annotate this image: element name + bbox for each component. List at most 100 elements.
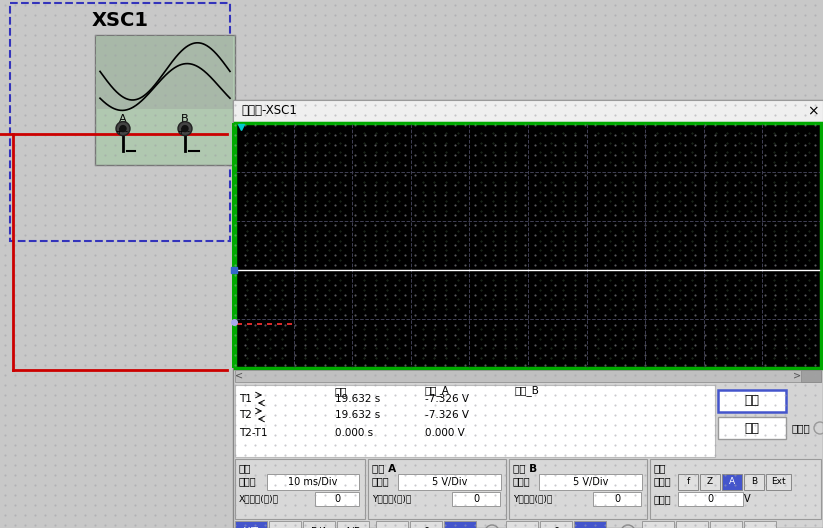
Text: T1: T1: [239, 394, 252, 404]
Text: 0: 0: [707, 494, 713, 504]
Text: 0: 0: [334, 494, 340, 504]
Bar: [410, 521, 442, 528]
Bar: [678, 474, 698, 490]
Text: 水平：: 水平：: [654, 494, 672, 504]
Text: XSC1: XSC1: [91, 12, 148, 31]
Text: 0.000 s: 0.000 s: [335, 428, 373, 438]
Bar: [95, 35, 235, 165]
Text: 0: 0: [423, 527, 429, 528]
Bar: [801, 370, 821, 382]
Text: 外触发: 外触发: [792, 423, 811, 433]
Bar: [235, 370, 821, 382]
Text: A: A: [119, 114, 127, 124]
Text: 0: 0: [473, 494, 479, 504]
Bar: [678, 492, 743, 506]
Circle shape: [116, 121, 130, 136]
Text: B: B: [181, 114, 188, 124]
Text: T2: T2: [239, 410, 252, 420]
Bar: [233, 100, 823, 528]
Text: 自动: 自动: [720, 527, 732, 528]
Text: 刻度：: 刻度：: [372, 476, 389, 486]
Bar: [452, 492, 500, 506]
Text: T2-T1: T2-T1: [239, 428, 267, 438]
Bar: [766, 474, 791, 490]
Text: 添加: 添加: [279, 527, 291, 528]
Bar: [337, 521, 369, 528]
Bar: [710, 521, 742, 528]
Bar: [303, 521, 335, 528]
Bar: [718, 417, 786, 439]
Text: 刻度：: 刻度：: [513, 476, 531, 486]
Text: 0.000 V: 0.000 V: [425, 428, 465, 438]
Bar: [509, 459, 647, 519]
Bar: [642, 521, 674, 528]
Text: X轴位移(格)：: X轴位移(格)：: [239, 495, 279, 504]
Text: Y轴位移(格)：: Y轴位移(格)：: [513, 495, 552, 504]
Text: A: A: [729, 477, 735, 486]
Text: -7.326 V: -7.326 V: [425, 394, 469, 404]
Text: Y轴位移(格)：: Y轴位移(格)：: [372, 495, 412, 504]
Bar: [235, 459, 365, 519]
Bar: [233, 100, 823, 122]
Text: -: -: [187, 127, 190, 136]
Text: -7.326 V: -7.326 V: [425, 410, 469, 420]
Bar: [235, 385, 715, 457]
Bar: [235, 123, 821, 368]
Bar: [97, 37, 233, 108]
Text: 标度：: 标度：: [239, 476, 257, 486]
Text: 保存: 保存: [745, 421, 760, 435]
Text: -: -: [125, 127, 128, 136]
Text: +: +: [177, 127, 184, 136]
Circle shape: [120, 126, 126, 131]
Text: 0: 0: [553, 527, 559, 528]
Text: 正常: 正常: [686, 527, 698, 528]
Text: 5 V/Div: 5 V/Div: [432, 477, 467, 487]
Text: 交流: 交流: [386, 527, 398, 528]
Bar: [376, 521, 408, 528]
Text: 无: 无: [757, 527, 763, 528]
Bar: [744, 521, 776, 528]
Text: 10 ms/Div: 10 ms/Div: [288, 477, 337, 487]
Text: 通道 A: 通道 A: [372, 463, 396, 473]
Text: 示波器-XSC1: 示波器-XSC1: [241, 105, 297, 118]
Text: 19.632 s: 19.632 s: [335, 410, 380, 420]
Text: V: V: [744, 494, 751, 504]
Bar: [574, 521, 606, 528]
Text: Z: Z: [707, 477, 713, 486]
Bar: [676, 521, 708, 528]
Bar: [398, 474, 501, 490]
Circle shape: [182, 126, 188, 131]
Bar: [540, 521, 572, 528]
Text: 时间: 时间: [335, 386, 347, 396]
Text: B: B: [751, 477, 757, 486]
Text: 通道 B: 通道 B: [513, 463, 537, 473]
Text: >: >: [793, 371, 801, 381]
Text: -: -: [610, 525, 615, 528]
Text: 触发: 触发: [654, 463, 667, 473]
Text: 直流: 直流: [584, 527, 596, 528]
Bar: [744, 474, 764, 490]
Bar: [539, 474, 642, 490]
Bar: [269, 521, 301, 528]
Circle shape: [178, 121, 192, 136]
Text: B/A: B/A: [311, 527, 328, 528]
Bar: [267, 474, 359, 490]
Text: 通道_B: 通道_B: [515, 385, 540, 397]
Text: 边沿：: 边沿：: [654, 476, 672, 486]
Text: 0: 0: [614, 494, 620, 504]
Text: <: <: [235, 371, 243, 381]
Text: 5 V/Div: 5 V/Div: [574, 477, 609, 487]
Text: A/B: A/B: [345, 527, 361, 528]
Bar: [368, 459, 506, 519]
Bar: [315, 492, 359, 506]
Bar: [235, 521, 267, 528]
Bar: [700, 474, 720, 490]
Bar: [506, 521, 538, 528]
Text: 单次: 单次: [652, 527, 664, 528]
Text: 反向: 反向: [745, 394, 760, 408]
Bar: [444, 521, 476, 528]
Text: 交流: 交流: [516, 527, 528, 528]
Text: +: +: [115, 127, 122, 136]
Text: 通道_A: 通道_A: [425, 385, 450, 397]
Bar: [593, 492, 641, 506]
